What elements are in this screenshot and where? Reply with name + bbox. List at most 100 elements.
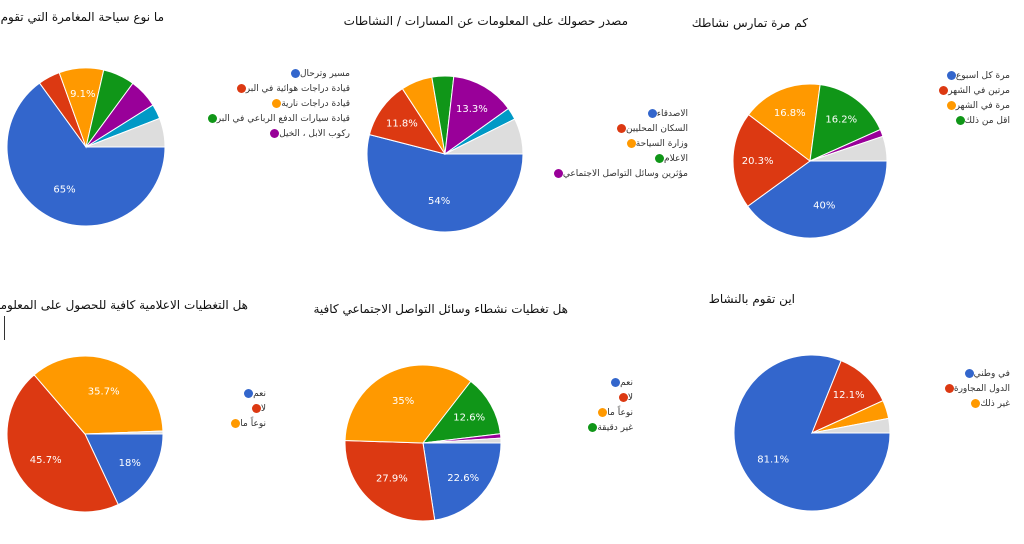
legend-label: قيادة سيارات الدفع الرباعي في البر [216,113,350,124]
legend-item: الدول المجاورة [930,381,1010,396]
legend-label: نعم [620,377,633,388]
pie-slice-1 [6,374,119,513]
legend-item: قيادة دراجات هوائية في البر [190,81,350,96]
pie-slice-4 [444,75,510,156]
chart-legend: الاصدقاء السكان المحليين وزارة السياحة الاع… [543,106,688,181]
slice-value-label: 16.2% [825,115,857,126]
slice-value-label: 35.7% [88,387,120,398]
pie-slice-3 [421,380,501,444]
pie-chart: 81.1% 12.1% [733,354,891,512]
legend-swatch [588,423,598,432]
legend-item: غير ذلك [930,396,1010,411]
chart-title: هل التغطيات الاعلامية كافية للحصول على ا… [0,298,248,312]
legend-item: لا [186,401,266,416]
divider-mark [4,316,5,340]
legend-swatch [946,101,956,110]
legend-swatch [272,99,282,108]
pie-slice-1 [811,360,884,434]
pie-slice-3 [811,417,891,434]
legend-swatch [617,124,627,133]
legend-label: قيادة دراجات هوائية في البر [245,83,350,94]
pie-slice-0 [6,82,166,227]
legend-swatch [231,419,241,428]
pie-slice-1 [344,440,436,522]
slice-value-label: 65% [53,185,75,196]
legend-item: مرة كل اسبوع [910,68,1010,83]
legend-swatch [618,393,628,402]
slice-value-label: 20.3% [742,156,774,167]
pie-chart: 40% 20.3% 16.8% 16.2% [732,83,888,239]
legend-label: لا [260,403,266,414]
legend-label: غير ذلك [980,398,1010,409]
legend-label: قيادة دراجات نارية [281,98,350,109]
legend-item: نعم [186,386,266,401]
legend-label: ركوب الابل ، الخيل [279,128,350,139]
slice-value-label: 27.9% [376,474,408,485]
legend-swatch [964,369,974,378]
slice-value-label: 16.8% [774,108,806,119]
legend-label: مسير وترحال [299,68,350,79]
chart-legend: مسير وترحال قيادة دراجات هوائية في البر قي… [190,66,350,141]
legend-swatch [626,139,636,148]
pie-chart: 54% 11.8% 13.3% [366,75,524,233]
legend-item: قيادة دراجات نارية [190,96,350,111]
legend-item: نعم [553,375,633,390]
slice-value-label: 12.1% [833,390,865,401]
legend-swatch [946,71,956,80]
pie-slice-3 [809,84,881,162]
legend-label: نوعاً ما [240,418,266,429]
chart-legend: في وطني الدول المجاورة غير ذلك [930,366,1010,411]
pie-slice-0 [422,442,502,521]
legend-item: قيادة سيارات الدفع الرباعي في البر [190,111,350,126]
legend-swatch [955,116,965,125]
legend-label: السكان المحليين [626,123,688,134]
pie-slice-5 [809,135,888,162]
slice-value-label: 18% [119,458,141,469]
pie-chart: 18% 45.7% 35.7% [6,355,164,513]
slice-value-label: 11.8% [386,119,418,130]
slice-value-label: 9.1% [70,89,95,100]
legend-swatch [647,109,657,118]
legend-label: الدول المجاورة [953,383,1010,394]
legend-label: مؤثرين وسائل التواصل الاجتماعي [562,168,688,179]
slice-value-label: 22.6% [447,473,479,484]
legend-swatch [270,129,280,138]
pie-slice-6 [85,117,166,148]
legend-item: الاعلام [543,151,688,166]
chart-legend: نعم لا نوعاً ما [186,386,266,431]
legend-item: وزارة السياحة [543,136,688,151]
legend-label: لا [627,392,633,403]
slice-value-label: 81.1% [757,455,789,466]
legend-label: مرة كل اسبوع [955,70,1010,81]
legend-label: الاعلام [664,153,688,164]
legend-swatch [611,378,621,387]
chart-title: كم مرة تمارس نشاطك [691,16,808,30]
slice-value-label: 54% [428,196,450,207]
slice-value-label: 13.3% [456,104,488,115]
legend-swatch [598,408,608,417]
legend-swatch [290,69,300,78]
pie-slice-0 [366,133,524,233]
chart-title: هل تغطيات نشطاء وسائل التواصل الاجتماعي … [313,302,568,316]
pie-slice-0 [84,433,164,506]
chart-title: مصدر حصولك على المعلومات عن المسارات / ا… [343,14,628,28]
legend-item: غير دقيقة [553,420,633,435]
legend-label: في وطني [973,368,1010,379]
legend-item: ركوب الابل ، الخيل [190,126,350,141]
pie-chart: 65% 9.1% [6,67,166,227]
legend-item: السكان المحليين [543,121,688,136]
pie-slice-2 [33,355,164,435]
legend-label: مرة في الشهر [955,100,1010,111]
legend-swatch [251,404,261,413]
pie-slice-5 [422,437,502,444]
slice-value-label: 12.6% [453,412,485,423]
legend-label: اقل من ذلك [964,115,1010,126]
pie-slice-2 [344,364,472,444]
legend-swatch [553,169,563,178]
pie-slice-0 [747,160,888,239]
legend-swatch [971,399,981,408]
slice-value-label: 40% [813,200,835,211]
slice-value-label: 35% [392,396,414,407]
legend-label: الاصدقاء [656,108,688,119]
legend-swatch [236,84,246,93]
